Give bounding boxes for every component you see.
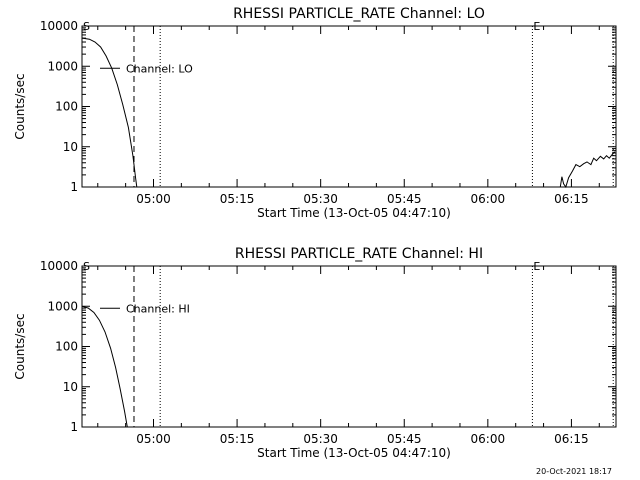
start-marker-label: S [83, 20, 90, 33]
plot-frame [81, 25, 617, 188]
series-line [82, 37, 138, 188]
x-tick-label: 05:00 [136, 192, 171, 206]
x-axis-label: Start Time (13-Oct-05 04:47:10) [257, 446, 451, 460]
x-tick-label: 05:15 [220, 432, 255, 446]
y-axis-label: Counts/sec [13, 73, 27, 139]
x-tick-label: 05:30 [303, 192, 338, 206]
end-marker-label: E [533, 260, 540, 273]
y-tick-label: 1000 [47, 299, 78, 313]
y-tick-label: 100 [55, 100, 78, 114]
x-axis-label: Start Time (13-Oct-05 04:47:10) [257, 206, 451, 220]
plot-frame [81, 265, 617, 428]
x-tick-label: 06:15 [554, 192, 589, 206]
y-tick-label: 1000 [47, 59, 78, 73]
chart-title: RHESSI PARTICLE_RATE Channel: LO [233, 6, 485, 22]
chart-title: RHESSI PARTICLE_RATE Channel: HI [235, 246, 483, 262]
chart-panel-lo: RHESSI PARTICLE_RATE Channel: LO 1 10 100 10… [13, 6, 617, 220]
y-tick-label: 1 [70, 180, 78, 194]
x-tick-label: 05:45 [387, 192, 422, 206]
y-tick-label: 1 [70, 420, 78, 434]
x-tick-label: 06:00 [471, 192, 506, 206]
y-tick-label: 10 [63, 380, 78, 394]
y-tick-label: 100 [55, 340, 78, 354]
x-tick-label: 06:00 [471, 432, 506, 446]
y-axis-label: Counts/sec [13, 313, 27, 379]
x-tick-label: 05:15 [220, 192, 255, 206]
legend-label: Channel: HI [126, 302, 190, 315]
date-stamp: 20-Oct-2021 18:17 [536, 467, 612, 476]
legend-label: Channel: LO [126, 62, 193, 75]
x-tick-label: 05:45 [387, 432, 422, 446]
x-tick-label: 06:15 [554, 432, 589, 446]
y-tick-label: 10000 [40, 259, 78, 273]
y-tick-label: 10000 [40, 19, 78, 33]
series-line [82, 305, 128, 428]
x-tick-label: 05:30 [303, 432, 338, 446]
start-marker-label: S [83, 260, 90, 273]
series-line [559, 151, 616, 189]
y-tick-label: 10 [63, 140, 78, 154]
end-marker-label: E [533, 20, 540, 33]
x-tick-label: 05:00 [136, 432, 171, 446]
chart-panel-hi: RHESSI PARTICLE_RATE Channel: HI 1 10 100 10… [13, 246, 617, 460]
